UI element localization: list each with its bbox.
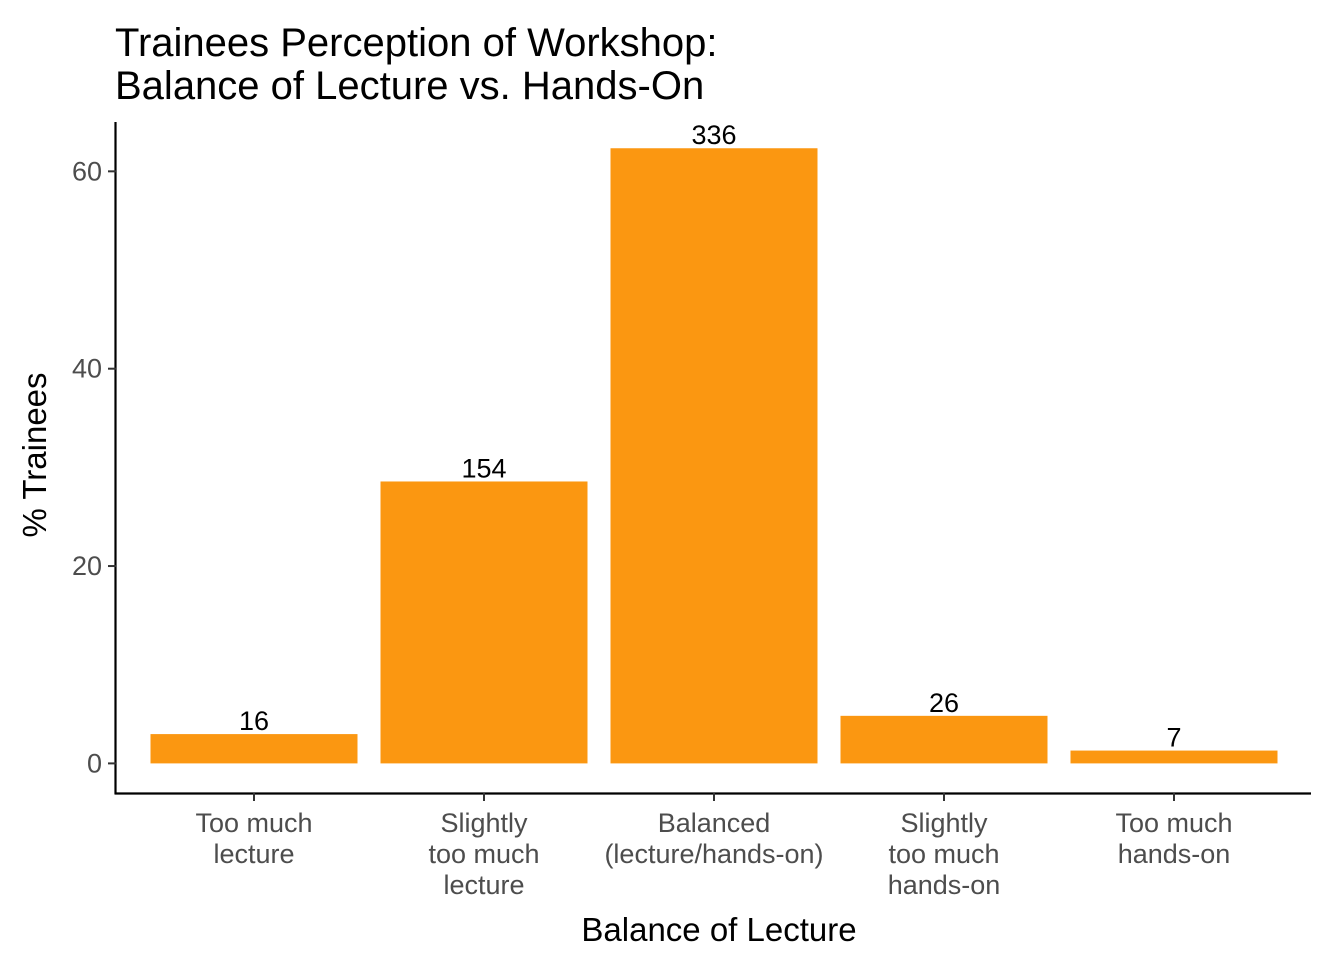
bar: [380, 481, 588, 764]
x-tick-label-line: Too much: [1115, 808, 1232, 838]
x-tick-label-line: too much: [428, 839, 539, 869]
y-axis-ticks: 0 20 40 60: [72, 156, 116, 778]
x-tick-label-line: Slightly: [440, 808, 528, 838]
bar-data-label: 336: [691, 120, 736, 150]
x-tick-label-line: lecture: [213, 839, 294, 869]
x-tick-label-line: Too much: [195, 808, 312, 838]
plot-area: 16 154 336 26 7: [150, 120, 1278, 764]
x-tick-label: Balanced (lecture/hands-on): [604, 808, 823, 869]
chart-title-group: Trainees Perception of Workshop: Balance…: [115, 21, 718, 108]
x-tick-label-line: lecture: [443, 870, 524, 900]
x-tick-label-line: Balanced: [658, 808, 771, 838]
bar-data-label: 26: [929, 688, 959, 718]
chart-subtitle: Balance of Lecture vs. Hands-On: [115, 64, 704, 108]
x-tick-label-line: hands-on: [1118, 839, 1231, 869]
x-tick-label: Slightly too much lecture: [428, 808, 539, 900]
x-tick-label-line: too much: [888, 839, 999, 869]
chart-title: Trainees Perception of Workshop:: [115, 21, 718, 65]
x-tick-label-line: Slightly: [900, 808, 988, 838]
x-axis-title: Balance of Lecture: [581, 911, 856, 948]
bar-data-label: 16: [239, 706, 269, 736]
bar-data-label: 7: [1166, 723, 1181, 753]
y-tick-label: 60: [72, 156, 102, 186]
x-tick-label-line: (lecture/hands-on): [604, 839, 823, 869]
x-tick-label: Too much hands-on: [1115, 808, 1232, 869]
x-tick-label: Slightly too much hands-on: [888, 808, 1001, 900]
bar: [1070, 750, 1278, 764]
bar: [610, 148, 818, 764]
x-tick-label: Too much lecture: [195, 808, 312, 869]
y-tick-label: 0: [87, 748, 102, 778]
y-axis-title: % Trainees: [16, 372, 53, 537]
bar: [840, 715, 1048, 764]
bar: [150, 734, 358, 764]
y-tick-label: 20: [72, 551, 102, 581]
bar-data-label: 154: [461, 453, 506, 483]
x-tick-label-line: hands-on: [888, 870, 1001, 900]
y-tick-label: 40: [72, 354, 102, 384]
